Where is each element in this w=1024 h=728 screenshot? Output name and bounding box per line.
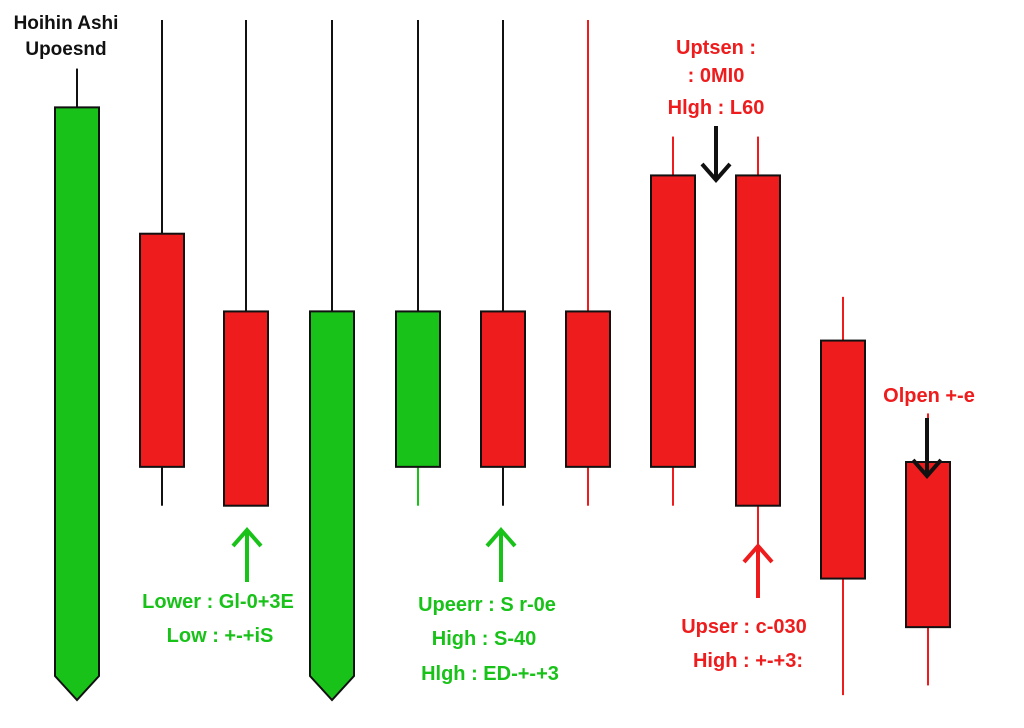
annotation-2-line-2: High : S-40 <box>432 628 536 650</box>
annotation-5-line-1: Olpen +-e <box>883 385 975 407</box>
annotations: Lower : Gl-0+3E Low : +-+iS Upeerr : S r… <box>142 37 975 685</box>
annotation-1-line-1: Lower : Gl-0+3E <box>142 591 294 613</box>
candle-2 <box>139 20 185 506</box>
annotation-2-arrow <box>485 526 517 582</box>
candle-2-body <box>139 232 185 468</box>
candle-4 <box>309 20 355 702</box>
annotation-3-line-1: Uptsen : <box>676 37 756 59</box>
annotation-arrows <box>231 126 943 598</box>
candle-1 <box>54 68 100 702</box>
annotation-5-arrow <box>911 418 943 480</box>
annotation-3-arrow <box>700 126 732 184</box>
chart-title-line-1: Hoihin Ashi <box>14 13 119 34</box>
chart-title: Hoihin Ashi Upoesnd <box>14 13 119 60</box>
candle-8-body <box>650 174 696 468</box>
annotation-3-line-2: : 0MI0 <box>688 65 745 87</box>
candles <box>54 20 951 702</box>
annotation-4-arrow <box>742 542 774 598</box>
chart-title-line-2: Upoesnd <box>25 39 106 60</box>
candle-10 <box>820 296 866 696</box>
annotation-3-line-3: Hlgh : L60 <box>668 97 765 119</box>
candle-3-body <box>223 310 269 507</box>
annotation-2-line-3: Hlgh : ED-+-+3 <box>421 663 559 685</box>
candle-10-body <box>820 339 866 580</box>
candle-1-body <box>54 106 100 702</box>
candle-6 <box>480 20 526 506</box>
candle-5-body <box>395 310 441 468</box>
candle-3 <box>223 20 269 507</box>
annotation-2-line-1: Upeerr : S r-0e <box>418 594 556 616</box>
candle-11-body <box>905 461 951 629</box>
candle-9-body <box>735 174 781 507</box>
candle-6-body <box>480 310 526 468</box>
annotation-4-line-1: Upser : ᴄ-030 <box>681 616 807 638</box>
candle-7-body <box>565 310 611 468</box>
annotation-1-line-2: Low : +-+iS <box>167 625 274 647</box>
candle-9 <box>735 136 781 555</box>
candle-11 <box>905 413 951 686</box>
candle-4-body <box>309 310 355 702</box>
candle-5 <box>395 20 441 506</box>
annotation-4-line-2: High : +-+3: <box>693 650 803 672</box>
candle-8 <box>650 136 696 506</box>
annotation-1-arrow <box>231 526 263 582</box>
candle-7 <box>565 20 611 506</box>
